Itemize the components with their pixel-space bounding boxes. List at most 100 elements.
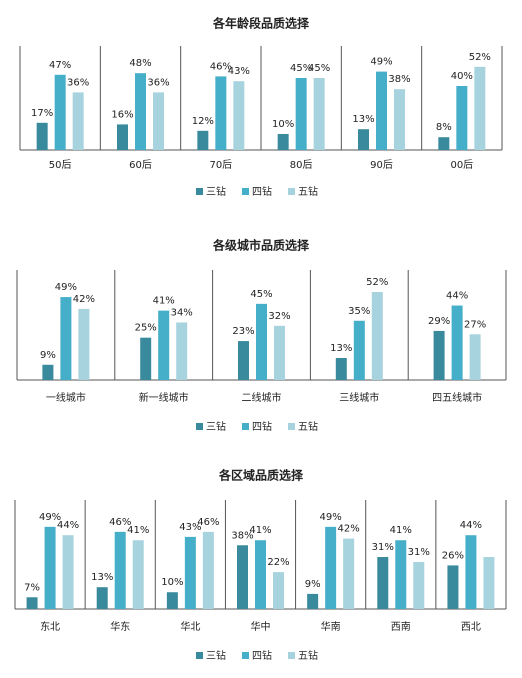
- data-label: 49%: [370, 57, 392, 68]
- bar: [395, 540, 407, 609]
- chart-title: 各区域品质选择: [218, 468, 304, 483]
- bar: [358, 129, 369, 150]
- bar: [42, 364, 54, 380]
- bar: [153, 92, 164, 150]
- bar: [353, 320, 365, 380]
- data-label: 13%: [91, 572, 113, 583]
- bar: [54, 74, 66, 150]
- legend-label: 五钻: [298, 420, 318, 433]
- data-label: 13%: [330, 343, 352, 354]
- legend-swatch: [196, 423, 203, 430]
- data-label: 34%: [171, 307, 193, 318]
- bar: [197, 130, 209, 150]
- data-label: 36%: [67, 77, 89, 88]
- bar: [307, 593, 319, 609]
- bar: [277, 134, 289, 150]
- x-tick-label: 70后: [209, 159, 232, 171]
- data-label: 25%: [135, 323, 157, 334]
- chart-title: 各级城市品质选择: [212, 238, 310, 253]
- data-label: 40%: [451, 71, 473, 82]
- data-label: 44%: [446, 291, 468, 302]
- data-label: 10%: [161, 577, 183, 588]
- bar: [140, 337, 152, 380]
- data-label: 46%: [210, 61, 232, 72]
- bar: [26, 597, 38, 609]
- bar: [96, 587, 108, 609]
- bar: [376, 71, 387, 150]
- data-label: 26%: [442, 550, 464, 561]
- data-label: 35%: [348, 306, 370, 317]
- data-label: 45%: [290, 63, 312, 74]
- bar: [474, 66, 486, 150]
- x-tick-label: 华南: [321, 620, 341, 633]
- data-label: 43%: [228, 66, 250, 77]
- legend-label: 三钻: [206, 185, 226, 198]
- x-tick-label: 三线城市: [339, 391, 379, 404]
- bar: [36, 122, 48, 150]
- data-label: 46%: [197, 517, 219, 528]
- data-label: 45%: [308, 63, 330, 74]
- legend-label: 四钻: [252, 420, 272, 433]
- x-tick-label: 四五线城市: [432, 391, 482, 404]
- x-tick-label: 西南: [391, 620, 411, 633]
- x-tick-label: 西北: [461, 621, 481, 633]
- data-label: 38%: [388, 74, 410, 85]
- bar: [456, 86, 468, 150]
- bar: [313, 78, 325, 150]
- data-label: 7%: [24, 582, 40, 593]
- legend-swatch: [288, 652, 295, 659]
- x-tick-label: 新一线城市: [139, 391, 189, 404]
- legend-label: 五钻: [298, 649, 318, 662]
- bar: [60, 297, 72, 380]
- x-tick-label: 华中: [251, 620, 271, 633]
- bar: [447, 565, 459, 609]
- data-label: 41%: [249, 525, 271, 536]
- bar: [202, 531, 214, 609]
- legend-swatch: [242, 188, 249, 195]
- bar: [176, 322, 188, 380]
- legend-swatch: [242, 652, 249, 659]
- x-tick-label: 50后: [49, 159, 72, 171]
- bar: [215, 76, 227, 150]
- bar: [451, 305, 463, 380]
- bar: [433, 330, 445, 380]
- bar: [325, 526, 337, 609]
- x-tick-label: 90后: [370, 159, 393, 171]
- data-label: 23%: [232, 326, 254, 337]
- x-tick-label: 东北: [40, 620, 60, 633]
- bar: [114, 531, 126, 609]
- data-label: 42%: [338, 524, 360, 535]
- data-label: 13%: [352, 114, 374, 125]
- bar: [483, 557, 495, 609]
- bar: [166, 592, 178, 609]
- bar: [377, 557, 389, 609]
- data-label: 41%: [390, 525, 412, 536]
- bar: [273, 572, 284, 609]
- bar: [438, 137, 450, 150]
- bar: [335, 358, 347, 380]
- bar: [469, 334, 481, 380]
- bar: [237, 545, 248, 609]
- x-tick-label: 一线城市: [46, 391, 86, 404]
- data-label: 9%: [305, 579, 321, 590]
- data-label: 49%: [39, 512, 61, 523]
- data-label: 9%: [40, 350, 56, 361]
- bar: [238, 341, 249, 380]
- bar: [158, 310, 170, 380]
- data-label: 31%: [372, 542, 394, 553]
- bar: [62, 535, 74, 609]
- legend-label: 三钻: [206, 420, 226, 433]
- x-tick-label: 二线城市: [242, 391, 282, 404]
- data-label: 17%: [31, 108, 53, 119]
- bar: [233, 81, 245, 150]
- data-label: 8%: [436, 122, 452, 133]
- bar: [117, 124, 128, 150]
- data-label: 48%: [129, 58, 151, 69]
- bar: [255, 540, 266, 609]
- legend-swatch: [288, 423, 295, 430]
- legend-swatch: [196, 188, 203, 195]
- x-tick-label: 00后: [450, 159, 473, 171]
- data-label: 46%: [109, 517, 131, 528]
- data-label: 36%: [147, 77, 169, 88]
